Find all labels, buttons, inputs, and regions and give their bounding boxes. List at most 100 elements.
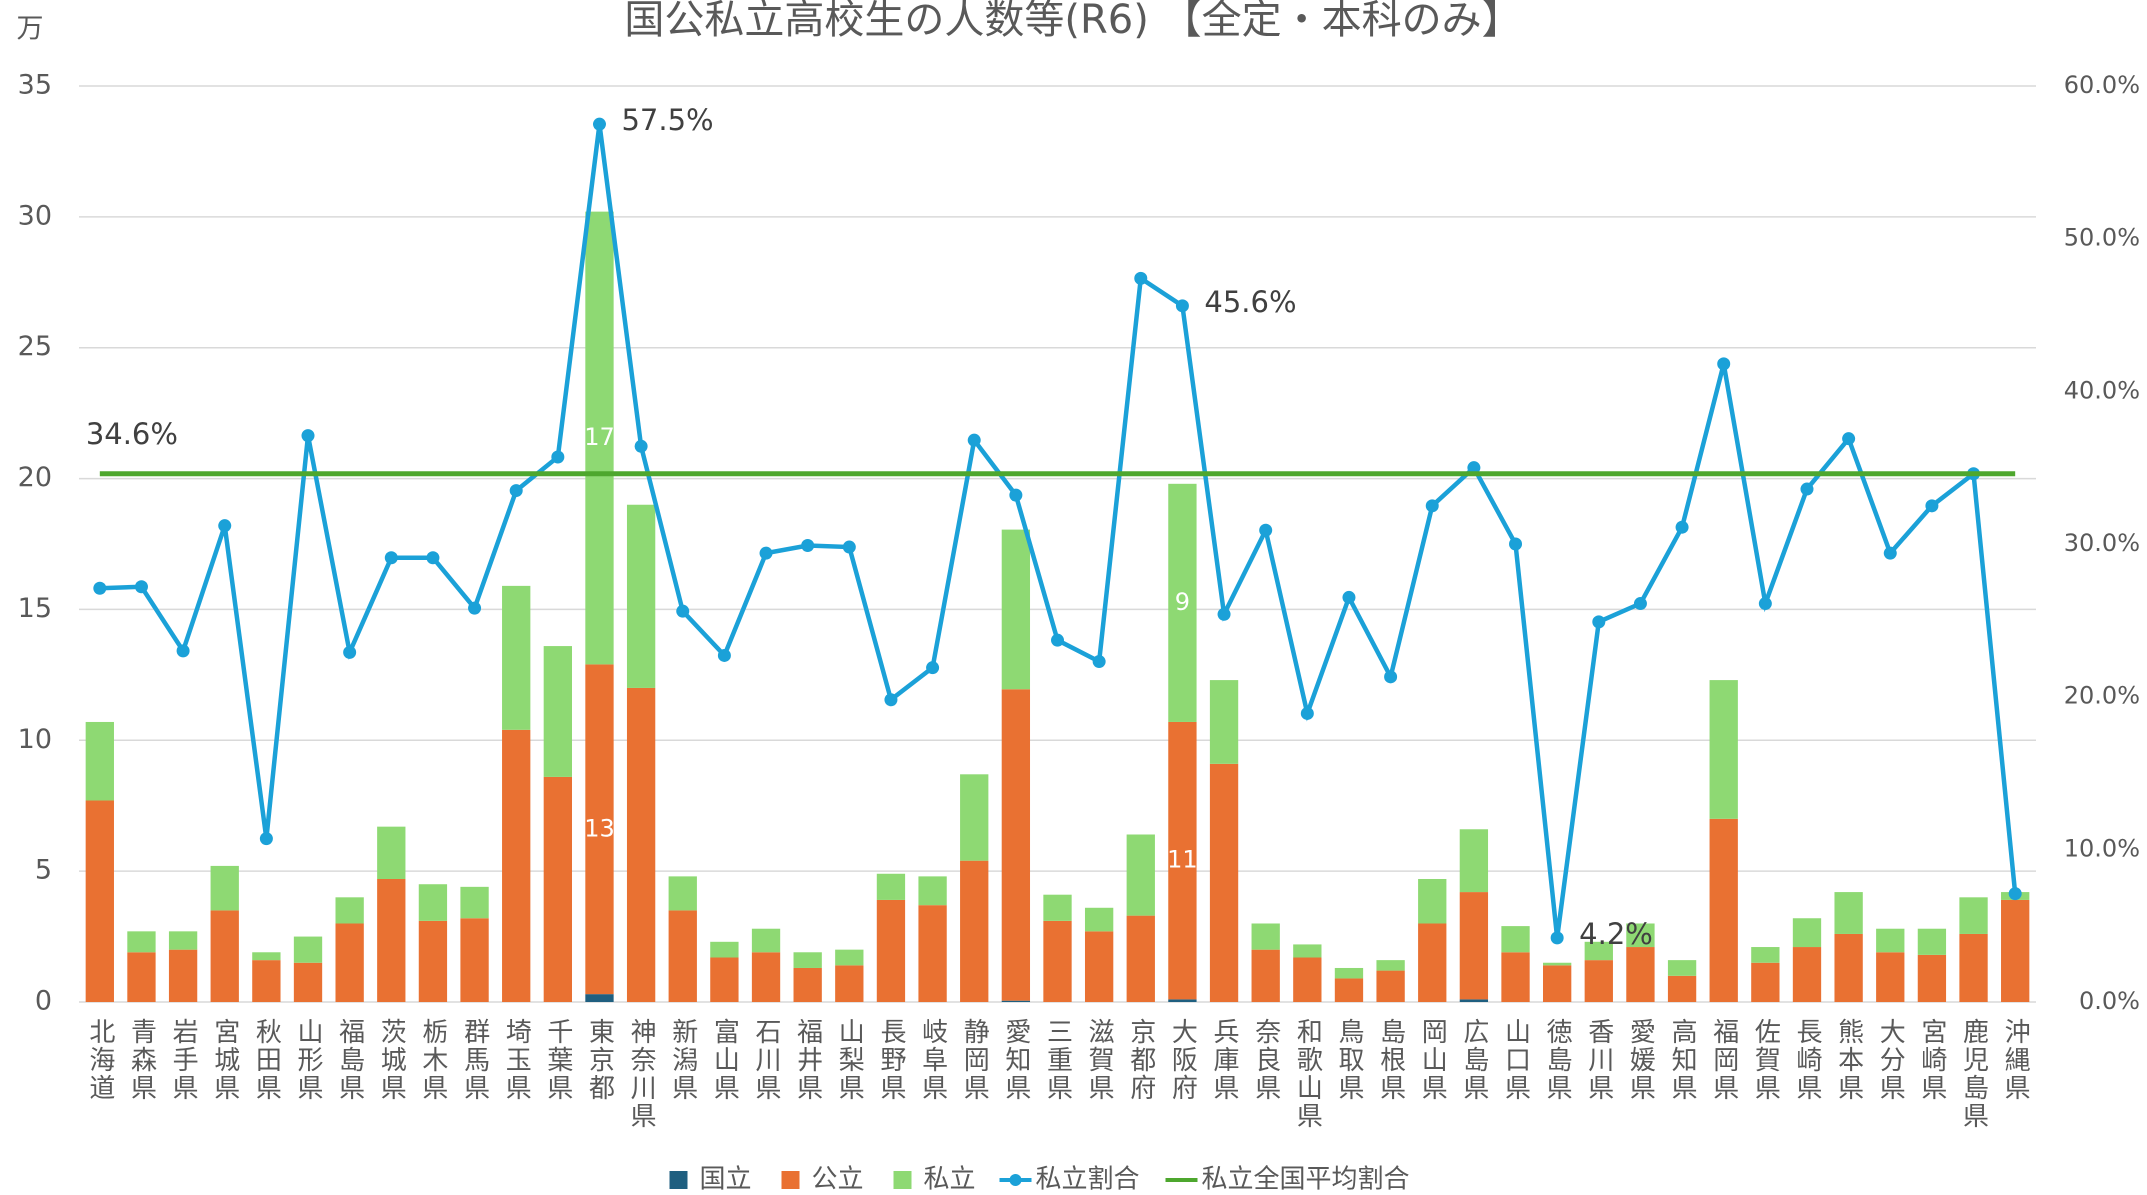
bar-segment [960, 860, 989, 1002]
bar-segment [1626, 923, 1655, 948]
data-label: 34.6% [86, 417, 178, 451]
y-tick-label: 15 [18, 593, 52, 624]
x-tick-label: 埼玉県 [501, 1018, 531, 1102]
bar-segment [876, 899, 906, 1002]
x-tick-label: 山形県 [293, 1018, 323, 1102]
bar-segment [1126, 915, 1155, 1002]
bar-segment [918, 876, 947, 906]
legend-swatch [669, 1171, 688, 1189]
y-tick-label: 25 [18, 331, 52, 362]
x-tick-label: 長崎県 [1792, 1018, 1822, 1102]
bar-segment [168, 931, 198, 950]
legend-label: 私立割合 [1036, 1165, 1140, 1195]
x-tick-label: 大阪府 [1167, 1018, 1197, 1102]
bar-segment [377, 826, 406, 879]
legend-swatch [781, 1171, 800, 1189]
bar-segment [710, 941, 739, 958]
line-marker [384, 551, 398, 565]
bar-segment [1459, 999, 1489, 1002]
line-marker [1134, 271, 1148, 285]
line-marker [1925, 499, 1939, 513]
x-tick-label: 東京都 [584, 1018, 614, 1102]
line-marker [551, 450, 565, 464]
x-tick-label: 滋賀県 [1084, 1018, 1114, 1102]
bar-segment [585, 211, 614, 665]
bar-segment [543, 646, 572, 777]
bar-segment [502, 585, 531, 730]
x-tick-label: 徳島県 [1542, 1018, 1572, 1102]
bar-segment [335, 923, 364, 1002]
bar-segment [835, 949, 864, 966]
line-marker [1633, 597, 1647, 611]
y-tick-label: 0 [35, 986, 52, 1017]
line-marker [1051, 633, 1064, 647]
bar-segment [1168, 721, 1197, 1000]
x-tick-label: 長野県 [876, 1018, 906, 1102]
line-marker [468, 601, 482, 615]
y-tick-label: 5 [35, 855, 52, 886]
x-tick-label: 群馬県 [460, 1018, 490, 1102]
bar-segment [1418, 878, 1447, 924]
data-label: 9 [1175, 588, 1190, 616]
bar-segment [1501, 926, 1530, 953]
bar-segment [1917, 954, 1947, 1002]
bar-segment [460, 886, 489, 919]
line-marker [1550, 931, 1564, 945]
line-marker [301, 429, 315, 443]
line-marker [1384, 670, 1398, 684]
x-tick-label: 千葉県 [543, 1018, 573, 1102]
bar-segment [210, 910, 239, 1002]
bar-segment [1293, 944, 1322, 958]
line-marker [926, 661, 940, 675]
bar-segment [1418, 923, 1447, 1002]
x-tick-label: 京都府 [1126, 1018, 1156, 1102]
bar-segment [1834, 892, 1863, 934]
line-marker [1300, 706, 1314, 720]
line-marker [1009, 488, 1023, 502]
bar-segment [1334, 978, 1364, 1002]
y-tick-label: 20 [18, 462, 52, 493]
bar-segment [960, 774, 989, 861]
x-tick-label: 和歌山県 [1292, 1018, 1322, 1130]
line-marker [1092, 655, 1106, 669]
x-tick-label: 奈良県 [1251, 1018, 1281, 1102]
x-tick-label: 富山県 [709, 1018, 739, 1102]
data-label: 13 [584, 814, 615, 842]
bar-segment [626, 687, 656, 1002]
x-tick-label: 静岡県 [959, 1018, 989, 1102]
bar-segment [1709, 818, 1738, 1002]
line-marker [426, 551, 440, 565]
x-tick-label: 神奈川県 [626, 1018, 656, 1130]
bar-segment [1209, 763, 1239, 1002]
bar-segment [1501, 952, 1530, 1002]
x-tick-label: 鳥取県 [1334, 1018, 1364, 1102]
bar-segment [543, 776, 572, 1002]
data-label: 45.6% [1204, 285, 1296, 319]
data-label: 57.5% [621, 103, 713, 137]
x-tick-label: 福島県 [335, 1018, 365, 1102]
bar-segment [710, 957, 739, 1002]
x-tick-label: 福岡県 [1709, 1018, 1739, 1102]
legend-swatch [893, 1171, 912, 1189]
bar-segment [1251, 949, 1280, 1002]
x-tick-label: 山口県 [1501, 1018, 1531, 1102]
line-marker [884, 693, 898, 707]
bar-segment [1709, 680, 1738, 819]
line-marker [1717, 357, 1731, 371]
bar-segment [1293, 957, 1322, 1002]
line-marker [967, 433, 981, 447]
x-tick-label: 香川県 [1584, 1018, 1614, 1102]
bar-segment [585, 664, 614, 995]
line-marker [509, 484, 523, 498]
bar-segment [751, 952, 781, 1002]
bar-segment [585, 994, 614, 1002]
bar-segment [127, 931, 156, 953]
bar-segment [1168, 999, 1197, 1002]
line-marker [134, 580, 148, 594]
line-marker [1758, 597, 1772, 611]
x-tick-label: 山梨県 [834, 1018, 864, 1102]
line-marker [717, 648, 731, 662]
legend-label: 私立 [924, 1165, 976, 1195]
bar-segment [1459, 892, 1489, 1000]
